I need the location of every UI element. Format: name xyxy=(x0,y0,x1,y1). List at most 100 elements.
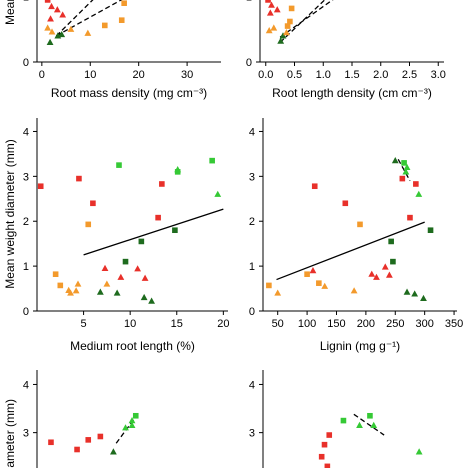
data-point-triangle xyxy=(356,421,363,429)
x-tick-label: 10 xyxy=(124,318,136,330)
data-point-triangle xyxy=(59,11,67,18)
y-tick-label: 2 xyxy=(23,216,29,228)
data-point-triangle xyxy=(101,264,109,271)
x-tick-label: 200 xyxy=(357,318,375,330)
x-tick-label: 2.5 xyxy=(402,69,417,81)
y-axis-label: Mean weight diameter (mm) xyxy=(3,139,17,288)
data-point-square xyxy=(85,437,92,443)
data-point-triangle xyxy=(96,288,104,295)
data-point-square xyxy=(159,181,165,187)
data-point-square xyxy=(116,162,122,168)
data-point-triangle xyxy=(268,1,275,8)
y-tick-label: 3 xyxy=(23,171,29,183)
axes-frame xyxy=(259,0,444,63)
data-point-triangle xyxy=(266,9,274,16)
panel-medium-root-length: 0 1 2 3 4 5 10 15 20 Medium root length (%) Mean w… xyxy=(3,118,229,353)
data-point-square xyxy=(399,175,406,182)
y-tick-label: 1 xyxy=(249,261,255,273)
data-point-triangle xyxy=(122,424,129,431)
axes-frame xyxy=(36,118,228,312)
x-tick-label: 100 xyxy=(298,318,316,330)
x-tick-label: 5 xyxy=(81,318,87,330)
x-axis-label: Lignin (mg g⁻¹) xyxy=(320,339,400,353)
data-point-square xyxy=(265,0,271,3)
y-tick-label: 3 xyxy=(249,171,255,183)
data-point-square xyxy=(174,169,181,175)
data-point-triangle xyxy=(53,6,61,13)
data-point-square xyxy=(172,227,178,234)
data-point-triangle xyxy=(140,293,148,301)
data-point-triangle xyxy=(58,30,66,38)
fit-line xyxy=(279,0,334,38)
data-point-square xyxy=(44,0,51,3)
x-tick-label: 10 xyxy=(84,69,96,81)
y-tick-label: 0 xyxy=(249,306,255,318)
data-point-square xyxy=(118,17,125,23)
panel-root-mass-density: 010102030Root mass density (mg cm⁻³)Mean xyxy=(3,0,221,100)
data-point-triangle xyxy=(411,290,419,297)
axes-frame xyxy=(36,370,38,468)
data-point-triangle xyxy=(48,2,55,10)
data-point-triangle xyxy=(265,27,273,34)
data-point-triangle xyxy=(402,168,410,175)
data-point-triangle xyxy=(103,280,111,287)
data-point-triangle xyxy=(274,289,282,296)
fit-line xyxy=(55,0,94,37)
data-point-triangle xyxy=(84,29,92,36)
fit-line xyxy=(353,413,385,436)
data-point-square xyxy=(427,227,434,234)
axes-frame xyxy=(262,118,457,312)
data-point-square xyxy=(401,160,407,166)
x-tick-label: 50 xyxy=(272,318,284,330)
data-point-square xyxy=(85,221,92,228)
x-tick-label: 20 xyxy=(217,318,229,330)
data-point-triangle xyxy=(214,190,222,197)
x-tick-label: 350 xyxy=(445,318,463,330)
data-point-square xyxy=(97,433,104,440)
data-point-triangle xyxy=(373,273,380,280)
data-point-square xyxy=(318,453,325,460)
x-tick-label: 20 xyxy=(133,69,145,81)
data-point-square xyxy=(304,271,310,277)
x-axis-label: Root mass density (mg cm⁻³) xyxy=(51,86,207,100)
data-point-square xyxy=(388,238,394,245)
data-point-square xyxy=(101,22,108,29)
y-axis-label: diameter (mm) xyxy=(3,399,17,468)
data-point-square xyxy=(407,214,413,221)
fit-line xyxy=(83,208,224,256)
data-point-triangle xyxy=(270,24,278,31)
data-point-triangle xyxy=(277,37,285,44)
y-tick-label: 0 xyxy=(23,306,29,318)
panel-bottom-left: 3 4 diameter (mm) xyxy=(3,370,139,468)
x-axis-label: Medium root length (%) xyxy=(70,339,195,353)
data-point-square xyxy=(321,441,328,448)
data-point-triangle xyxy=(279,32,287,39)
y-axis-label: Mean xyxy=(3,0,17,25)
data-point-triangle xyxy=(67,25,75,32)
data-point-triangle xyxy=(283,29,290,36)
data-point-square xyxy=(48,439,54,446)
x-tick-label: 30 xyxy=(181,69,193,81)
panel-lignin: 0 1 2 3 4 50 100 150 200 250 300 350 Lignin (mg g⁻¹) xyxy=(249,118,463,353)
data-point-triangle xyxy=(72,287,80,294)
data-point-square xyxy=(74,446,80,453)
data-point-triangle xyxy=(141,274,149,281)
data-point-triangle xyxy=(74,280,82,287)
y-tick-label: 0 xyxy=(23,57,29,69)
x-tick-label: 0.5 xyxy=(287,69,302,81)
y-tick-label: 4 xyxy=(249,379,255,391)
data-point-square xyxy=(367,412,373,419)
x-tick-label: 1.0 xyxy=(316,69,331,81)
data-point-triangle xyxy=(273,6,281,13)
data-point-square xyxy=(37,183,44,190)
y-tick-label: 1 xyxy=(23,261,29,273)
panel-bottom-right: 34 xyxy=(249,370,423,468)
y-tick-label: 2 xyxy=(249,216,255,228)
fit-line xyxy=(279,0,326,43)
data-point-square xyxy=(138,238,145,245)
data-point-square xyxy=(326,432,333,438)
data-point-square xyxy=(57,282,64,289)
data-point-square xyxy=(316,280,322,286)
y-tick-label: 1 xyxy=(23,0,29,4)
